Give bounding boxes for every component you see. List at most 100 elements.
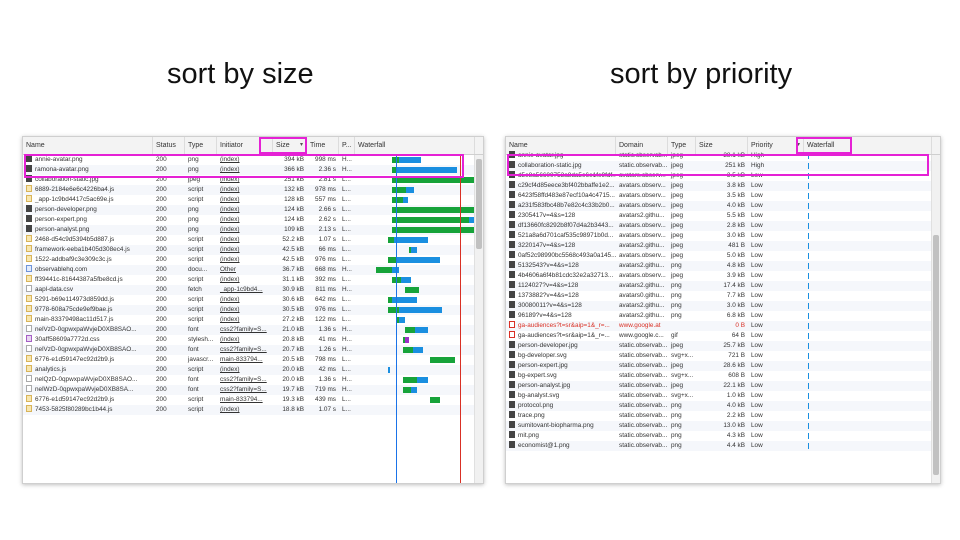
table-row[interactable]: ga-audiences?t=sr&aip=1&_r=... www.google… [506,331,940,341]
cell-initiator[interactable]: Other [220,266,236,273]
column-header-type[interactable]: Type [185,137,217,154]
cell-initiator[interactable]: _app-1c9bd4... [220,286,263,293]
table-row[interactable]: collaboration-static.jpg 200 jpeg (index) 25… [23,175,483,185]
table-row[interactable]: aapl-data.csv 200 fetch _app-1c9bd4... 30.9 … [23,285,483,295]
cell-initiator[interactable]: (index) [220,336,240,343]
table-row[interactable]: sumitovant-biopharma.png static.observab.… [506,421,940,431]
table-row[interactable]: 0af52c98990bc5568c493a0a145... avatars.ob… [506,251,940,261]
table-row[interactable]: 96189?v=4&s=128 avatars2.githu... png 6.8 k… [506,311,940,321]
table-row[interactable]: 30080011?v=4&s=128 avatars2.githu... png 3.… [506,301,940,311]
cell-priority: Low [751,192,763,199]
cell-initiator[interactable]: css2?family=S... [220,326,267,333]
column-header-waterfall[interactable]: Waterfall [804,137,932,154]
column-header-name[interactable]: Name [23,137,153,154]
cell-initiator[interactable]: (index) [220,206,240,213]
table-row[interactable]: df13660fc8292b8f07d4a2b3443... avatars.ob… [506,221,940,231]
table-row[interactable]: ff39441c-81644387a5fbe8cd.js 200 script (in… [23,275,483,285]
cell-initiator[interactable]: (index) [220,186,240,193]
table-row[interactable]: 6423f58ffd483e87ecf10a4c4715... avatars.o… [506,191,940,201]
cell-domain: avatars2.githu... [619,282,665,289]
table-row[interactable]: trace.png static.observab... png 2.2 kB Low [506,411,940,421]
table-row[interactable]: economist@1.png static.observab... png 4.4 … [506,441,940,451]
cell-initiator[interactable]: (index) [220,296,240,303]
cell-initiator[interactable]: (index) [220,306,240,313]
table-row[interactable]: 5291-b69e114973d859dd.js 200 script (index)… [23,295,483,305]
cell-initiator[interactable]: css2?family=S... [220,376,267,383]
table-row[interactable]: _app-1c9bd4417c5ac69e.js 200 script (index)… [23,195,483,205]
column-header-domain[interactable]: Domain [616,137,668,154]
table-row[interactable]: nelWzD-0qpwxpaWvjeD0XB8SA... 200 font css2?… [23,385,483,395]
cell-initiator[interactable]: css2?family=S... [220,346,267,353]
cell-initiator[interactable]: main-833794... [220,396,263,403]
column-header-time[interactable]: Time [307,137,339,154]
cell-initiator[interactable]: (index) [220,276,240,283]
table-row[interactable]: person-expert.jpg static.observab... jpeg 2… [506,361,940,371]
table-row[interactable]: annie-avatar.png 200 png (index) 394 kB 998 m… [23,155,483,165]
table-row[interactable]: main-83379498ac11d517.js 200 script (index)… [23,315,483,325]
table-row[interactable]: 30aff58609a7772d.css 200 stylesh... (index)… [23,335,483,345]
table-row[interactable]: nelQzD-0qpwxpaWvjeD0XB8SAO... 200 font css2… [23,375,483,385]
scrollbar-thumb[interactable] [933,235,939,475]
column-header-waterfall[interactable]: Waterfall [355,137,475,154]
column-header-initiator[interactable]: Initiator [217,137,273,154]
table-row[interactable]: 1522-addbaf9c3e309c3c.js 200 script (index)… [23,255,483,265]
table-row[interactable]: 9778-608a75cde9ef9bae.js 200 script (index)… [23,305,483,315]
cell-initiator[interactable]: (index) [220,156,240,163]
table-row[interactable]: collaboration-static.jpg static.observab.… [506,161,940,171]
table-row[interactable]: a231f583fbc48b7e82c4c33b2b0... avatars.ob… [506,201,940,211]
table-row[interactable]: person-developer.png 200 png (index) 124 kB 2… [23,205,483,215]
cell-initiator[interactable]: (index) [220,196,240,203]
table-row[interactable]: bg-expert.svg static.observab... svg+x... 6… [506,371,940,381]
cell-initiator[interactable]: css2?family=S... [220,386,267,393]
table-row[interactable]: person-expert.png 200 png (index) 124 kB 2.62… [23,215,483,225]
table-row[interactable]: mit.png static.observab... png 4.3 kB Low [506,431,940,441]
vertical-scrollbar[interactable] [474,155,483,483]
column-header-name[interactable]: Name [506,137,616,154]
table-row[interactable]: 6889-2184e6e6c4226ba4.js 200 script (index)… [23,185,483,195]
table-row[interactable]: framework-eeba1b405d308ec4.js 200 script (i… [23,245,483,255]
table-row[interactable]: analytics.js 200 script (index) 20.0 kB 42 ms… [23,365,483,375]
cell-initiator[interactable]: (index) [220,176,240,183]
table-row[interactable]: 1124027?v=4&s=128 avatars2.githu... png 17.… [506,281,940,291]
vertical-scrollbar[interactable] [931,155,940,483]
table-row[interactable]: protocol.png static.observab... png 4.0 kB L… [506,401,940,411]
column-header-priority[interactable]: P... [339,137,355,154]
cell-initiator[interactable]: (index) [220,166,240,173]
table-row[interactable]: 5132543?v=4&s=128 avatars2.githu... png 4.8… [506,261,940,271]
table-row[interactable]: bg-analyst.svg static.observab... svg+x...… [506,391,940,401]
table-row[interactable]: c29cf4d85eece3bf402bbaffe1e2... avatars.o… [506,181,940,191]
column-header-size[interactable]: Size [696,137,748,154]
cell-initiator[interactable]: main-833794... [220,356,263,363]
table-row[interactable]: 7453-5825f80289bc1b44.js 200 script (index)… [23,405,483,415]
cell-initiator[interactable]: (index) [220,406,240,413]
table-row[interactable]: observablehq.com 200 docu... Other 36.7 kB 66… [23,265,483,275]
table-row[interactable]: ga-audiences?t=sr&aip=1&_r=... www.google… [506,321,940,331]
table-row[interactable]: 521a8a6d701caf535c98971b0d... avatars.obs… [506,231,940,241]
table-row[interactable]: person-analyst.png 200 png (index) 109 kB 2.1… [23,225,483,235]
table-row[interactable]: ramona-avatar.png 200 png (index) 366 kB 2.36… [23,165,483,175]
scrollbar-thumb[interactable] [476,159,482,249]
table-row[interactable]: nelVzD-0qpwxpaWvjeD0XB8SAO... 200 font css2… [23,325,483,335]
table-row[interactable]: person-developer.jpg static.observab... jp… [506,341,940,351]
table-row[interactable]: nelVzD-0qpwxpaWvjeD0XB8SAO... 200 font css2… [23,345,483,355]
column-header-status[interactable]: Status [153,137,185,154]
table-row[interactable]: 3220147v=4&s=128 avatars2.githu... jpeg 481… [506,241,940,251]
column-header-priority[interactable]: Priority ▾ [748,137,804,154]
cell-initiator[interactable]: (index) [220,216,240,223]
table-row[interactable]: 1373882?v=4&s=128 avatars0.githu... png 7.7… [506,291,940,301]
table-row[interactable]: 6776-e1d59147ec92d2b9.js 200 javascr... mai… [23,355,483,365]
table-row[interactable]: 2305417v=4&s=128 avatars2.githu... jpeg 5.5… [506,211,940,221]
cell-initiator[interactable]: (index) [220,226,240,233]
cell-type: stylesh... [188,336,214,343]
cell-initiator[interactable]: (index) [220,246,240,253]
cell-initiator[interactable]: (index) [220,316,240,323]
table-row[interactable]: bg-developer.svg static.observab... svg+x.… [506,351,940,361]
cell-initiator[interactable]: (index) [220,256,240,263]
table-row[interactable]: 4b4606a6f4b81cdc32e2a32713... avatars.obs… [506,271,940,281]
column-header-type[interactable]: Type [668,137,696,154]
table-row[interactable]: 6776-e1d59147ec92d2b9.js 200 script main-83… [23,395,483,405]
table-row[interactable]: person-analyst.jpg static.observab... jpeg… [506,381,940,391]
cell-initiator[interactable]: (index) [220,236,240,243]
table-row[interactable]: 2468-d54c9d5394b5d887.js 200 script (index)… [23,235,483,245]
cell-initiator[interactable]: (index) [220,366,240,373]
